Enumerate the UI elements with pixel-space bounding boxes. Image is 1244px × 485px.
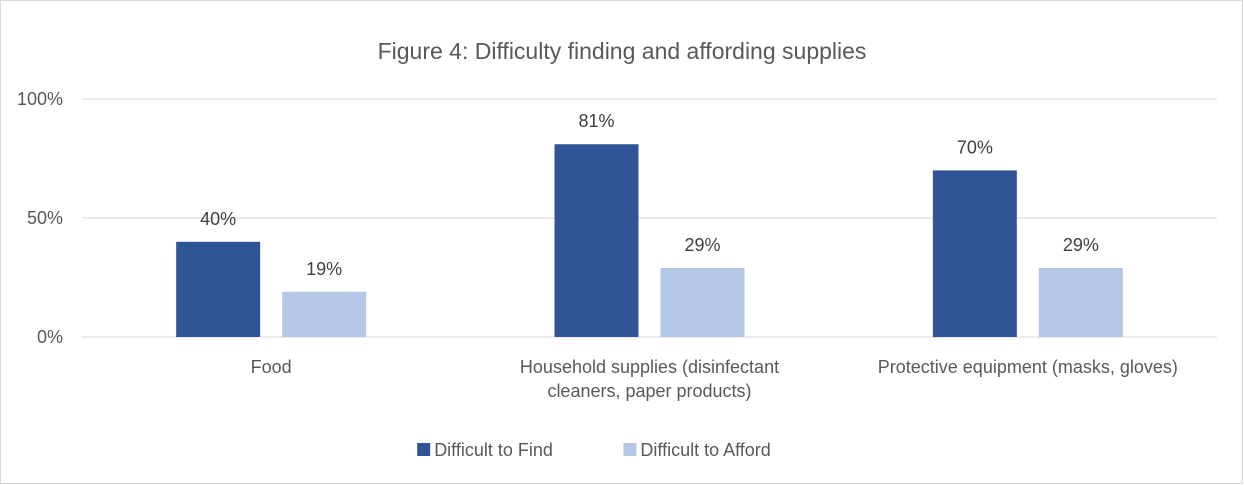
category-label: Food bbox=[251, 357, 292, 377]
gridlines bbox=[82, 98, 1217, 338]
y-tick-label: 0% bbox=[37, 327, 63, 347]
bar bbox=[1038, 267, 1123, 337]
data-label: 70% bbox=[957, 137, 993, 157]
legend-label: Difficult to Find bbox=[434, 440, 553, 460]
legend-label: Difficult to Afford bbox=[640, 440, 770, 460]
bar bbox=[282, 291, 367, 337]
data-label: 29% bbox=[684, 235, 720, 255]
x-axis: Food Household supplies (disinfectant clea… bbox=[251, 357, 1178, 401]
bars bbox=[176, 144, 1123, 337]
y-tick-label: 100% bbox=[17, 89, 63, 109]
category-label: Household supplies (disinfectant bbox=[520, 357, 779, 377]
category-label: Protective equipment (masks, gloves) bbox=[878, 357, 1178, 377]
data-label: 40% bbox=[200, 209, 236, 229]
chart-title: Figure 4: Difficulty finding and affordi… bbox=[378, 38, 867, 64]
bar bbox=[932, 170, 1017, 337]
bar bbox=[660, 267, 745, 337]
y-tick-label: 50% bbox=[27, 208, 63, 228]
data-label: 19% bbox=[306, 259, 342, 279]
data-labels: 40% 19% 81% 29% 70% 29% bbox=[200, 111, 1099, 279]
bar bbox=[554, 144, 639, 337]
y-axis: 0% 50% 100% bbox=[17, 89, 63, 347]
data-label: 81% bbox=[578, 111, 614, 131]
bar bbox=[176, 241, 261, 337]
data-label: 29% bbox=[1063, 235, 1099, 255]
legend-swatch bbox=[623, 443, 637, 456]
category-label: cleaners, paper products) bbox=[547, 381, 751, 401]
legend-swatch bbox=[417, 443, 431, 456]
legend: Difficult to Find Difficult to Afford bbox=[417, 440, 771, 460]
